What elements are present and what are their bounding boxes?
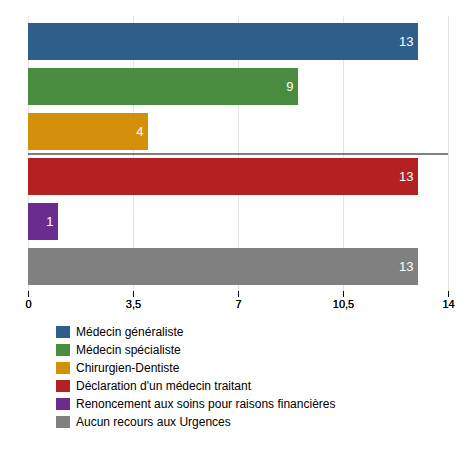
html-text:Chirurgien-Dentiste: Chirurgien-Dentiste [76, 361, 180, 375]
svg-text:0: 0 [25, 298, 31, 310]
svg-text:13: 13 [399, 34, 413, 49]
html-text:Médecin spécialiste: Médecin spécialiste [76, 343, 181, 357]
svg-text:3,5: 3,5 [126, 298, 141, 310]
svg-text:13: 13 [399, 169, 413, 184]
svg-text:13: 13 [399, 259, 413, 274]
svg-text:4: 4 [136, 124, 143, 139]
svg-text:10,5: 10,5 [333, 298, 354, 310]
svg-text:9: 9 [286, 79, 293, 94]
svg-text:3,5: 3,5 [126, 298, 141, 310]
svg-text:1: 1 [46, 214, 53, 229]
svg-text:14: 14 [442, 298, 454, 310]
svg-text:10,5: 10,5 [333, 298, 354, 310]
html-text:Renoncement aux soins pour rai: Renoncement aux soins pour raisons finan… [76, 397, 336, 411]
html-text:Déclaration d'un médecin trait: Déclaration d'un médecin traitant [76, 379, 252, 393]
html-text:Médecin généraliste: Médecin généraliste [76, 325, 184, 339]
html-text:Aucun recours aux Urgences: Aucun recours aux Urgences [76, 415, 231, 429]
svg-text:7: 7 [235, 298, 241, 310]
svg-text:0: 0 [25, 298, 31, 310]
svg-text:7: 7 [235, 298, 241, 310]
svg-text:14: 14 [442, 298, 454, 310]
